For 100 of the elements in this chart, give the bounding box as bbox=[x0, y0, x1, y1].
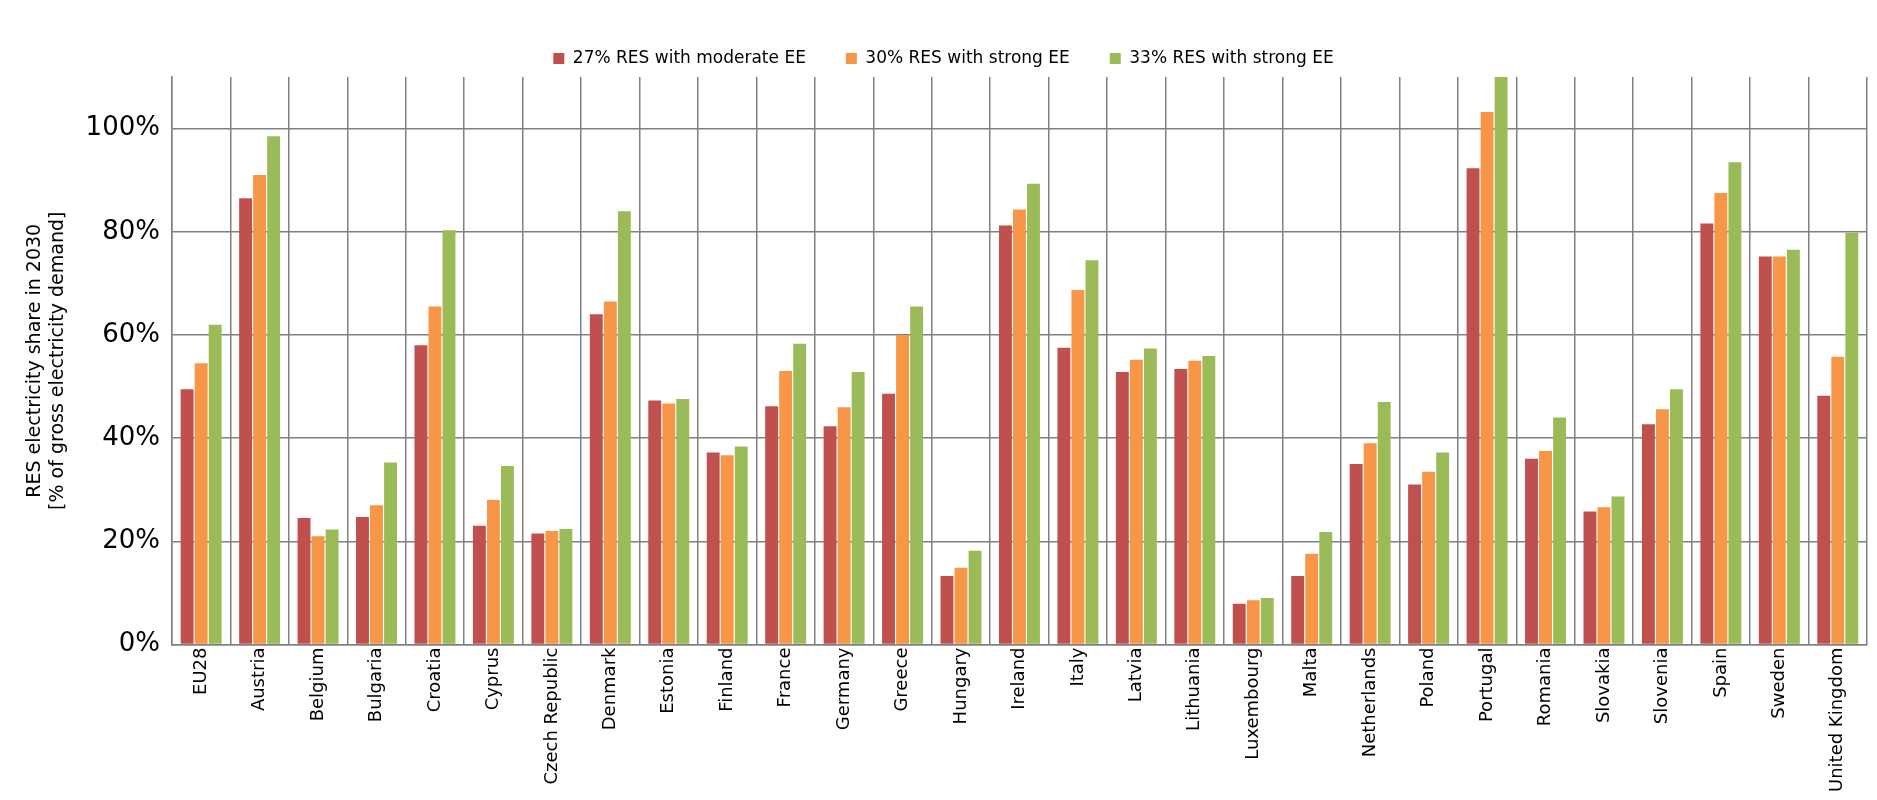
bar bbox=[662, 403, 676, 644]
x-tick-label: Slovenia bbox=[1650, 647, 1672, 725]
x-tick-label: Germany bbox=[831, 647, 853, 731]
bar bbox=[1728, 162, 1742, 644]
bar bbox=[1188, 360, 1202, 644]
bar bbox=[208, 324, 222, 644]
bar bbox=[940, 575, 954, 644]
bar bbox=[559, 528, 573, 644]
bar bbox=[356, 517, 369, 644]
bar bbox=[1480, 112, 1494, 644]
bar bbox=[1700, 223, 1714, 644]
bar bbox=[1027, 183, 1040, 644]
bar bbox=[589, 314, 603, 644]
y-axis-title: RES electricity share in 2030 [% of gross electricity demand] bbox=[22, 211, 68, 510]
x-tick-label: Croatia bbox=[422, 647, 444, 713]
bar bbox=[882, 393, 895, 644]
bar bbox=[194, 363, 208, 644]
bar bbox=[500, 466, 514, 644]
bar bbox=[1115, 372, 1129, 644]
bar bbox=[998, 225, 1012, 644]
bar bbox=[954, 567, 968, 644]
x-tick-label: Austria bbox=[247, 647, 269, 712]
x-tick-label: Estonia bbox=[656, 647, 678, 714]
bar bbox=[414, 345, 428, 644]
bar bbox=[239, 198, 253, 644]
y-tick-label: 80% bbox=[102, 214, 160, 245]
bar bbox=[837, 407, 851, 644]
bar bbox=[706, 452, 720, 644]
x-tick-label: Malta bbox=[1299, 647, 1321, 698]
bar bbox=[1670, 389, 1683, 644]
bar bbox=[823, 426, 837, 644]
bar bbox=[1539, 451, 1552, 644]
bar bbox=[1641, 424, 1655, 644]
bar bbox=[765, 406, 779, 644]
x-tick-label: Latvia bbox=[1124, 647, 1146, 703]
x-tick-label: Bulgaria bbox=[364, 647, 386, 723]
bar bbox=[648, 400, 662, 644]
bar bbox=[1174, 369, 1188, 644]
bar bbox=[1831, 356, 1845, 644]
x-tick-label: Spain bbox=[1708, 647, 1730, 698]
y-tick-label: 40% bbox=[102, 420, 160, 451]
bar bbox=[1611, 496, 1625, 644]
y-tick-label: 0% bbox=[118, 627, 160, 658]
bar bbox=[1655, 409, 1669, 644]
bar bbox=[1377, 402, 1391, 644]
bar bbox=[325, 529, 339, 644]
bar bbox=[531, 533, 545, 644]
bar bbox=[1786, 249, 1800, 644]
bar bbox=[1758, 256, 1772, 644]
bar bbox=[851, 372, 865, 644]
bar bbox=[442, 230, 456, 644]
legend-label: 33% RES with strong EE bbox=[1129, 46, 1334, 67]
x-tick-label: Finland bbox=[714, 647, 736, 712]
bar bbox=[1260, 598, 1274, 644]
x-tick-label: Greece bbox=[890, 647, 912, 712]
bar bbox=[472, 525, 486, 644]
bar bbox=[720, 455, 734, 644]
bar bbox=[910, 306, 924, 644]
bar bbox=[297, 518, 311, 644]
x-tick-label: Poland bbox=[1416, 647, 1438, 708]
bar bbox=[603, 301, 617, 644]
bar bbox=[1363, 443, 1377, 644]
bar bbox=[1583, 511, 1597, 644]
bar bbox=[1553, 417, 1566, 644]
x-tick-label: Cyprus bbox=[481, 647, 503, 711]
bar bbox=[428, 306, 442, 644]
bar bbox=[180, 389, 194, 644]
bar bbox=[384, 462, 397, 644]
bar bbox=[896, 334, 910, 644]
y-tick-label: 100% bbox=[85, 111, 160, 142]
bar bbox=[1817, 395, 1831, 644]
bar bbox=[1071, 290, 1085, 644]
x-tick-label: Italy bbox=[1065, 647, 1087, 687]
bar bbox=[1436, 452, 1450, 644]
bar bbox=[1085, 260, 1099, 644]
x-tick-label: Sweden bbox=[1767, 647, 1788, 719]
x-tick-label: Ireland bbox=[1007, 647, 1029, 710]
bar bbox=[1246, 600, 1260, 644]
bar bbox=[617, 211, 631, 644]
bar bbox=[1525, 458, 1538, 644]
bar bbox=[1408, 484, 1422, 644]
bar bbox=[370, 505, 383, 644]
bar bbox=[311, 536, 325, 644]
x-tick-label: Hungary bbox=[948, 647, 970, 725]
bar bbox=[1291, 575, 1305, 644]
bar bbox=[1422, 471, 1436, 644]
bar bbox=[1305, 553, 1319, 644]
bar bbox=[968, 550, 982, 644]
y-tick-label: 20% bbox=[102, 524, 160, 555]
x-tick-label: Czech Republic bbox=[539, 647, 561, 785]
bar bbox=[1319, 532, 1333, 644]
bar bbox=[676, 398, 690, 644]
legend-label: 27% RES with moderate EE bbox=[572, 46, 806, 67]
bar bbox=[1232, 603, 1246, 644]
bar bbox=[1013, 209, 1026, 644]
x-tick-label: EU28 bbox=[188, 647, 210, 695]
bar bbox=[253, 175, 267, 644]
bar bbox=[1494, 77, 1508, 644]
x-tick-label: Belgium bbox=[305, 647, 327, 722]
bar bbox=[1597, 507, 1611, 644]
